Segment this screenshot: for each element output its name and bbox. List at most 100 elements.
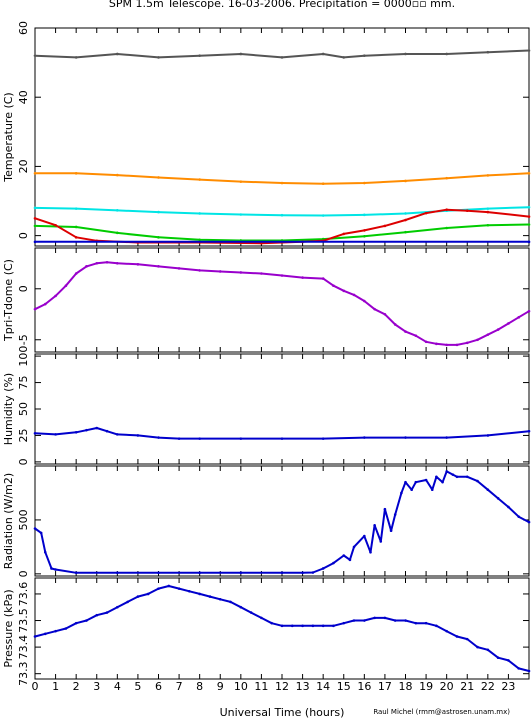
series-line-1 bbox=[34, 470, 530, 574]
data-point bbox=[280, 181, 284, 185]
data-point bbox=[383, 224, 387, 228]
data-point bbox=[363, 181, 366, 185]
data-point bbox=[290, 624, 294, 628]
data-point bbox=[74, 430, 78, 434]
data-point bbox=[74, 56, 78, 59]
data-point bbox=[321, 437, 325, 440]
data-point bbox=[486, 488, 490, 492]
data-point bbox=[363, 54, 366, 57]
y-tick-label: 73.5 bbox=[17, 608, 30, 633]
data-point bbox=[486, 207, 490, 210]
data-point bbox=[146, 592, 150, 596]
data-point bbox=[74, 225, 78, 229]
x-tick-label: 1 bbox=[52, 680, 59, 693]
data-point bbox=[136, 434, 140, 437]
data-point bbox=[43, 302, 47, 306]
data-point bbox=[54, 223, 57, 227]
data-point bbox=[321, 567, 325, 570]
data-point bbox=[177, 437, 181, 440]
x-tick-label: 8 bbox=[196, 680, 203, 693]
data-point bbox=[167, 584, 171, 588]
data-point bbox=[260, 616, 263, 620]
data-point bbox=[74, 571, 78, 575]
plot-frame bbox=[34, 577, 530, 680]
data-point bbox=[74, 272, 78, 275]
data-point bbox=[404, 436, 407, 439]
x-tick-label: 4 bbox=[114, 680, 121, 693]
y-tick-label: 60 bbox=[17, 21, 30, 35]
data-point bbox=[383, 507, 387, 511]
y-tick-label: 50 bbox=[17, 402, 30, 416]
data-point bbox=[43, 632, 47, 636]
data-point bbox=[239, 605, 243, 609]
data-point bbox=[157, 236, 160, 239]
data-point bbox=[43, 550, 47, 554]
x-tick-label: 21 bbox=[460, 680, 474, 693]
data-point bbox=[527, 240, 531, 244]
data-point bbox=[136, 595, 140, 598]
data-point bbox=[507, 659, 510, 662]
data-point bbox=[198, 592, 201, 596]
plot-frame bbox=[34, 247, 530, 353]
data-point bbox=[445, 470, 448, 473]
data-point bbox=[527, 669, 531, 673]
data-point bbox=[321, 624, 325, 628]
data-point bbox=[332, 561, 335, 565]
data-point bbox=[239, 213, 243, 216]
x-axis-label: Universal Time (hours) bbox=[220, 706, 345, 719]
data-point bbox=[486, 174, 490, 177]
data-point bbox=[157, 56, 160, 59]
data-point bbox=[126, 600, 129, 604]
data-point bbox=[301, 624, 304, 628]
data-point bbox=[389, 529, 393, 533]
data-point bbox=[404, 218, 407, 222]
data-point bbox=[311, 624, 315, 628]
data-point bbox=[404, 619, 407, 622]
data-point bbox=[486, 210, 490, 214]
data-point bbox=[229, 600, 232, 604]
y-tick-label: 0 bbox=[17, 458, 30, 465]
data-point bbox=[105, 429, 109, 433]
data-point bbox=[435, 475, 438, 479]
data-point bbox=[85, 265, 88, 268]
x-tick-label: 3 bbox=[93, 680, 100, 693]
y-axis-label: Pressure (kPa) bbox=[2, 589, 15, 667]
data-point bbox=[157, 210, 160, 214]
data-point bbox=[33, 224, 37, 228]
data-point bbox=[527, 309, 531, 313]
data-point bbox=[342, 621, 346, 625]
data-point bbox=[321, 214, 325, 217]
data-point bbox=[33, 54, 37, 57]
data-point bbox=[404, 212, 407, 215]
data-point bbox=[363, 619, 366, 622]
data-point bbox=[280, 213, 284, 217]
y-tick-label: 500 bbox=[17, 509, 30, 530]
data-point bbox=[198, 178, 201, 181]
data-point bbox=[496, 656, 500, 660]
data-point bbox=[116, 173, 119, 177]
data-point bbox=[393, 513, 397, 516]
data-point bbox=[527, 520, 531, 524]
data-point bbox=[116, 605, 119, 609]
data-point bbox=[33, 206, 37, 210]
data-point bbox=[352, 619, 356, 622]
data-point bbox=[218, 597, 222, 601]
data-point bbox=[157, 176, 160, 179]
data-point bbox=[218, 270, 222, 273]
data-point bbox=[157, 436, 160, 439]
data-point bbox=[116, 52, 119, 56]
data-point bbox=[116, 209, 119, 212]
series-line-1 bbox=[34, 585, 530, 672]
data-point bbox=[198, 437, 201, 440]
data-point bbox=[404, 480, 407, 484]
data-point bbox=[321, 277, 325, 280]
data-point bbox=[136, 263, 140, 266]
y-tick-label: 25 bbox=[17, 428, 30, 442]
data-point bbox=[239, 437, 243, 440]
plot-frame bbox=[34, 465, 530, 577]
y-tick-label: 20 bbox=[17, 159, 30, 173]
